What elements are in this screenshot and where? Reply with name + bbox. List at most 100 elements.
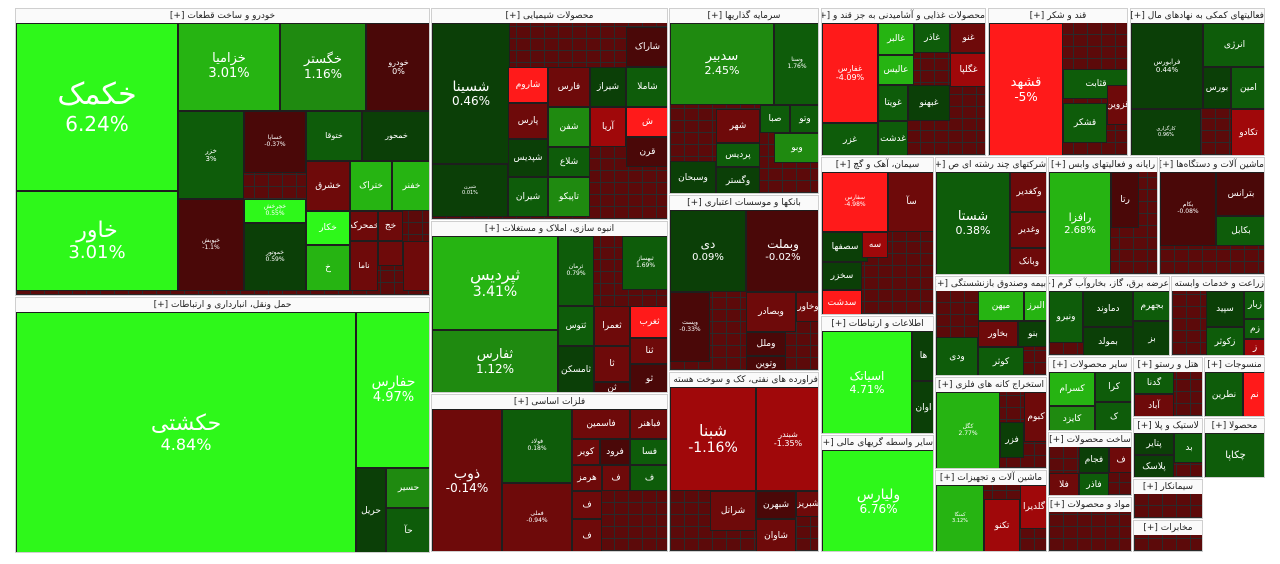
sector-sement2[interactable]: سیمانکار [+] [1133,479,1203,519]
sector-title[interactable]: حمل ونقل، انبارداری و ارتباطات [+] [16,298,429,313]
sector-title[interactable]: قند و شکر [+] [989,9,1127,24]
stock-tile[interactable]: فسا [630,439,667,465]
stock-tile[interactable]: حسیر [386,468,429,508]
stock-tile[interactable]: بز [1133,321,1169,355]
stock-tile[interactable]: تاپیکو [548,177,590,217]
stock-tile[interactable]: گلدیرا [1020,485,1046,529]
sector-mining[interactable]: استخراج کانه های فلزی [+] کگل 2.77% فزر کبوم [935,377,1047,469]
sector-textile[interactable]: منسوجات [+] نطرین نم [1204,357,1265,417]
stock-tile[interactable]: شسینا 0.46% [432,23,510,164]
stock-tile[interactable]: خفنر [392,161,429,211]
stock-tile[interactable]: بترانس [1216,172,1264,216]
stock-tile[interactable]: آریا [590,107,626,147]
sector-title[interactable]: ماشین آلات و تجهیزات [+] [936,471,1046,486]
stock-tile[interactable]: بخاور [978,321,1018,347]
stock-tile[interactable]: پردیس [716,143,760,167]
stock-tile[interactable]: خاور 3.01% [16,191,178,291]
stock-tile[interactable]: غزر [822,123,878,155]
stock-tile[interactable]: وبو [774,133,818,163]
stock-tile[interactable]: دماوند [1083,291,1133,327]
stock-tile[interactable]: ز [1244,339,1264,355]
sector-title[interactable]: ماشین آلات و دستگاه‌ها [+] [1160,158,1264,173]
stock-tile[interactable]: حآ [386,508,429,552]
sector-it[interactable]: رایانه و فعالیتهای وابس [+] رافزا 2.68% رتا [1048,157,1158,275]
stock-tile[interactable]: سه [862,232,888,258]
stock-tile[interactable]: کویر [572,439,600,465]
stock-tile[interactable]: شهر [716,109,760,143]
stock-tile[interactable]: شاملا [626,67,667,107]
stock-tile[interactable]: شیراز [590,67,626,107]
stock-tile[interactable]: وبانک [1010,248,1046,274]
sector-title[interactable]: سرمایه گذاریها [+] [670,9,818,24]
sector-title[interactable]: سیمانکار [+] [1134,480,1202,495]
sector-title[interactable]: فعالیتهای کمکی به نهادهای مال [+] [1131,9,1264,24]
stock-tile[interactable]: خساپا -0.37% [244,111,306,173]
stock-tile[interactable]: زکوثر [1206,327,1244,355]
stock-tile[interactable]: خچرخش 0.55% [244,199,306,223]
stock-tile[interactable]: قشکر [1063,103,1107,143]
stock-tile[interactable]: کسرام [1049,372,1095,406]
stock-tile[interactable]: کایزد [1049,406,1095,430]
stock-tile[interactable]: کبوم [1024,392,1046,442]
sector-building[interactable]: انبوه سازی، املاک و مستغلات [+] ثپردیس 3.4… [431,221,668,393]
stock-tile[interactable]: صبا [760,105,790,133]
stock-tile[interactable]: وتو [790,105,818,133]
stock-tile[interactable]: آباد [1134,394,1174,416]
stock-tile[interactable]: وخاور [796,292,818,322]
stock-tile[interactable]: ثا [594,346,630,382]
stock-tile[interactable]: ف [1109,447,1131,473]
sector-title[interactable]: محصولا [+] [1205,419,1264,434]
sector-machinery[interactable]: ماشین آلات و دستگاه‌ها [+] بترانس بکابل بکا… [1159,157,1265,275]
stock-tile[interactable]: ثن [594,382,630,392]
sector-chem[interactable]: محصولات شیمیایی [+] شسینا 0.46% شاراک شاملا ش… [431,8,668,220]
stock-tile[interactable]: شپرن 0.01% [432,164,508,217]
sector-insurance[interactable]: بیمه وصندوق بازنشستگی [+] البرز میهن بخاور ب… [935,276,1047,376]
stock-tile[interactable]: غدشت [878,121,908,155]
sector-oil[interactable]: فراورده های نفتی، کک و سوخت هسته [+] شبنا… [669,372,819,552]
stock-tile[interactable]: وپست -0.33% [670,292,710,362]
stock-tile[interactable]: خپویش -1.1% [178,199,244,291]
sector-title[interactable]: محصولات غذایی و آشامیدنی به جز قند و [+] [822,9,985,24]
stock-tile[interactable]: کمنگا 3.12% [936,485,984,551]
stock-tile[interactable]: ف [572,491,602,519]
stock-tile[interactable]: امین [1231,67,1264,109]
sector-title[interactable]: استخراج کانه های فلزی [+] [936,378,1046,393]
stock-tile[interactable]: شستا 0.38% [936,172,1010,274]
stock-tile[interactable]: شاراک [626,27,667,67]
stock-tile[interactable]: شاروم [508,67,548,103]
stock-tile[interactable]: خگستر 1.16% [280,23,366,111]
sector-title[interactable]: سایر واسطه گریهای مالی [+] [822,436,933,451]
stock-tile[interactable]: شبندر -1.35% [756,387,818,491]
stock-tile[interactable]: وغدیر [1010,212,1046,248]
stock-tile[interactable]: ثو [630,364,667,392]
sector-title[interactable]: هتل و رستو [+] [1134,358,1202,373]
stock-tile[interactable]: خزامیا 3.01% [178,23,280,111]
stock-tile[interactable]: فملی -0.94% [502,483,572,551]
sector-metals[interactable]: فلزات اساسی [+] ذوب -0.14% فولاد 0.18% فملی -0… [431,394,668,552]
sector-title[interactable]: بانکها و موسسات اعتباری [+] [670,196,818,211]
stock-tile[interactable]: ثنا [630,338,667,364]
stock-tile[interactable]: ولیارس 6.76% [822,450,933,551]
stock-tile[interactable]: کارگزاری 0.96% [1131,109,1201,155]
sector-transport[interactable]: حمل ونقل، انبارداری و ارتباطات [+] حکشتی 4… [15,297,430,553]
sector-title[interactable]: عرضه برق، گاز، بخاروآب گرم [+] [1049,277,1169,292]
stock-tile[interactable]: بنو [1018,321,1046,347]
sector-metalprod[interactable]: ساخت محصولات [+] فجام فاذر فلا ف [1048,432,1132,496]
stock-tile[interactable]: ک [1095,402,1131,430]
stock-tile[interactable]: ختوقا [306,111,362,161]
sector-title[interactable]: محصولات شیمیایی [+] [432,9,667,24]
stock-tile[interactable]: شبریز [796,491,818,517]
stock-tile[interactable]: شراتل [710,491,756,531]
stock-tile[interactable]: شبهرن [756,491,796,519]
sector-title[interactable]: بیمه وصندوق بازنشستگی [+] [936,277,1046,292]
stock-tile[interactable]: قشهد -5% [989,23,1063,155]
sector-banks[interactable]: بانکها و موسسات اعتباری [+] دی 0.09% وبملت -… [669,195,819,371]
sector-title[interactable]: فلزات اساسی [+] [432,395,667,410]
stock-tile[interactable]: وسبحان [670,161,716,193]
stock-tile[interactable]: کوثر [978,347,1024,375]
stock-tile[interactable]: فرود [600,439,630,465]
stock-tile[interactable]: سپید [1206,291,1244,327]
sector-invest[interactable]: سرمایه گذاریها [+] سدبیر 2.45% وسنا 1.76% صبا… [669,8,819,194]
sector-paper[interactable]: محصولا [+] چکاپا [1204,418,1265,478]
stock-tile[interactable]: سآ [888,172,933,232]
